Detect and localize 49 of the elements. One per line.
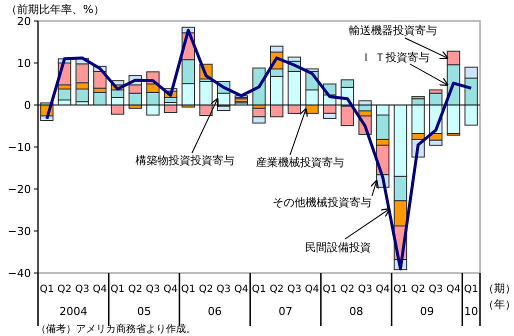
x-axis-title: （期） (483, 282, 514, 295)
text: （備考）アメリカ商務省より作成。 (36, 323, 196, 335)
x-tick-label: Q4 (304, 284, 320, 295)
x-tick-label: Q1 (393, 284, 408, 295)
x-tick-label: Q2 (270, 284, 284, 295)
text: 07 (278, 305, 293, 318)
y-tick-label: −20 (8, 183, 31, 196)
series-label: Ｉ Ｔ投資寄与 (360, 51, 430, 64)
x-tick-label: Q1 (252, 284, 266, 295)
x-tick-label: Q3 (428, 284, 443, 295)
x-tick-label: Q3 (146, 284, 160, 295)
text: 民間設備投資 (305, 241, 371, 254)
text: （年） (483, 298, 514, 311)
y-tick-label: 0 (24, 99, 31, 112)
x-tick-label: Q2 (411, 284, 426, 295)
x-tick-label: Q1 (464, 284, 478, 295)
y-axis-title: （前期比年率、%） (6, 3, 104, 16)
x-tick-label: Q3 (287, 284, 302, 295)
text: 08 (349, 305, 364, 318)
text: 06 (208, 305, 222, 318)
x-tick-label: Q3 (358, 284, 372, 295)
text: 構築物投資投資寄与 (136, 154, 234, 167)
x-tick-label: Q2 (198, 284, 214, 295)
x-tick-label: Q3 (216, 284, 231, 295)
x-tick-label: Q1 (181, 284, 196, 295)
x-tick-label: Q2 (340, 284, 355, 295)
x-tick-label: Q4 (446, 284, 461, 295)
x-tick-label: Q4 (234, 284, 248, 295)
x-tick-label: Q3 (75, 284, 90, 295)
x-tick-label: Q2 (128, 284, 142, 295)
series-label: 輸送機器投資寄与 (349, 24, 437, 37)
x-tick-label: Q4 (163, 284, 178, 295)
x-tick-label: Q4 (92, 284, 107, 295)
x-tick-label: Q1 (40, 284, 54, 295)
y-tick-label: 20 (17, 15, 31, 28)
x-tick-label: Q1 (110, 284, 125, 295)
text: 10 (464, 305, 478, 318)
series-label: その他機械投資寄与 (272, 196, 372, 209)
text: 産業機械投資寄与 (256, 156, 344, 169)
text: 2004 (59, 305, 88, 318)
y-tick-label: −30 (8, 225, 31, 238)
text: 09 (420, 305, 434, 318)
x-tick-label: Q1 (322, 284, 337, 295)
x-tick-label: Q2 (57, 284, 72, 295)
y-tick-label: −10 (8, 141, 31, 154)
x-tick-label: Q4 (376, 284, 390, 295)
y-tick-label: 10 (17, 57, 31, 70)
text: 05 (137, 305, 152, 318)
y-tick-label: −40 (8, 267, 31, 280)
